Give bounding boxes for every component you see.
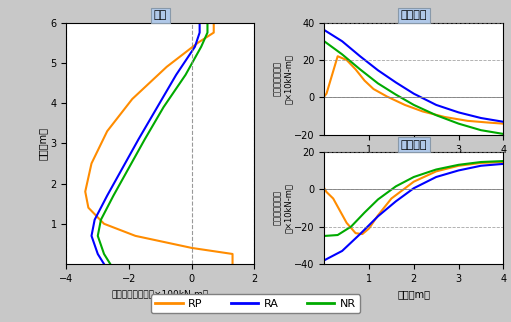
Y-axis label: 距離（m）: 距離（m） bbox=[38, 127, 48, 160]
X-axis label: 距離（m）: 距離（m） bbox=[397, 289, 430, 299]
Y-axis label: 曲げモーメント
（×10kN-m）: 曲げモーメント （×10kN-m） bbox=[273, 183, 293, 233]
X-axis label: 曲げモーメント（×100kN-m）: 曲げモーメント（×100kN-m） bbox=[112, 289, 209, 298]
X-axis label: 距離（m）: 距離（m） bbox=[397, 160, 430, 170]
Title: 側壁: 側壁 bbox=[154, 10, 167, 20]
Title: 上スラブ: 上スラブ bbox=[401, 10, 427, 20]
Y-axis label: 曲げモーメント
（×10kN-m）: 曲げモーメント （×10kN-m） bbox=[273, 54, 293, 104]
Title: 下スラブ: 下スラブ bbox=[401, 139, 427, 149]
Legend: RP, RA, NR: RP, RA, NR bbox=[151, 294, 360, 313]
